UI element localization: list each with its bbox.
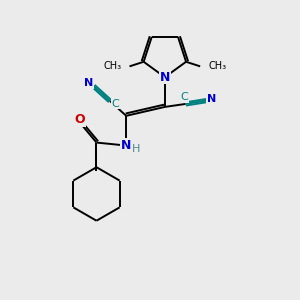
Text: CH₃: CH₃ [208, 61, 226, 71]
Text: H: H [131, 144, 140, 154]
Text: N: N [160, 71, 170, 84]
Text: C: C [111, 99, 119, 109]
Text: N: N [84, 78, 94, 88]
Text: C: C [180, 92, 188, 102]
Text: CH₃: CH₃ [103, 61, 121, 71]
Text: N: N [207, 94, 216, 104]
Text: N: N [121, 139, 131, 152]
Text: O: O [75, 113, 86, 126]
